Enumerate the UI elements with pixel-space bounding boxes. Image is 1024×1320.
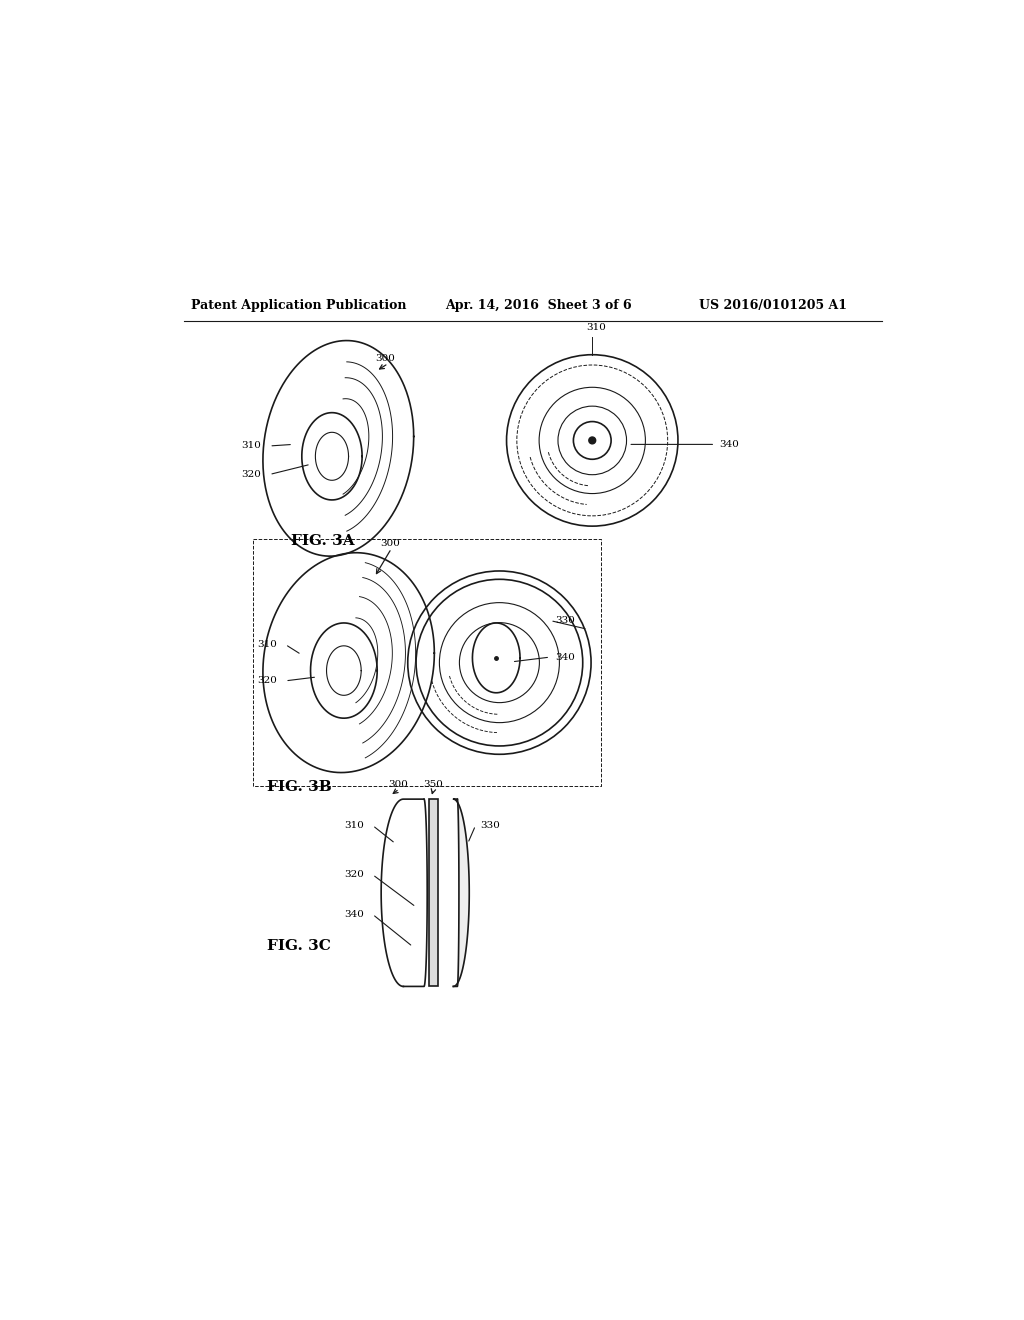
Text: US 2016/0101205 A1: US 2016/0101205 A1 xyxy=(699,300,848,312)
Text: 340: 340 xyxy=(345,909,365,919)
Text: 340: 340 xyxy=(555,652,574,661)
Text: 300: 300 xyxy=(380,539,400,548)
Text: 320: 320 xyxy=(242,470,261,479)
Text: 320: 320 xyxy=(345,870,365,879)
Text: 330: 330 xyxy=(480,821,501,830)
Polygon shape xyxy=(381,799,427,986)
Text: 350: 350 xyxy=(423,780,443,788)
Bar xyxy=(429,799,438,986)
Text: 300: 300 xyxy=(376,354,395,363)
Text: 300: 300 xyxy=(388,780,409,788)
Circle shape xyxy=(589,437,596,444)
Text: Patent Application Publication: Patent Application Publication xyxy=(191,300,407,312)
Circle shape xyxy=(573,421,611,459)
Text: 320: 320 xyxy=(257,676,278,685)
Text: 310: 310 xyxy=(587,323,606,333)
Text: Apr. 14, 2016  Sheet 3 of 6: Apr. 14, 2016 Sheet 3 of 6 xyxy=(445,300,632,312)
Polygon shape xyxy=(454,799,469,986)
Text: FIG. 3A: FIG. 3A xyxy=(291,535,354,548)
Text: 310: 310 xyxy=(242,441,261,450)
Text: FIG. 3C: FIG. 3C xyxy=(267,939,331,953)
Text: FIG. 3B: FIG. 3B xyxy=(267,780,332,795)
Text: 340: 340 xyxy=(719,440,739,449)
Text: 310: 310 xyxy=(345,821,365,830)
Text: 330: 330 xyxy=(555,616,574,626)
Text: 310: 310 xyxy=(257,640,278,649)
